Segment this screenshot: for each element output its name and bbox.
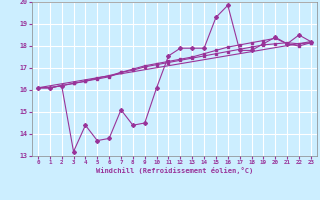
X-axis label: Windchill (Refroidissement éolien,°C): Windchill (Refroidissement éolien,°C) (96, 167, 253, 174)
